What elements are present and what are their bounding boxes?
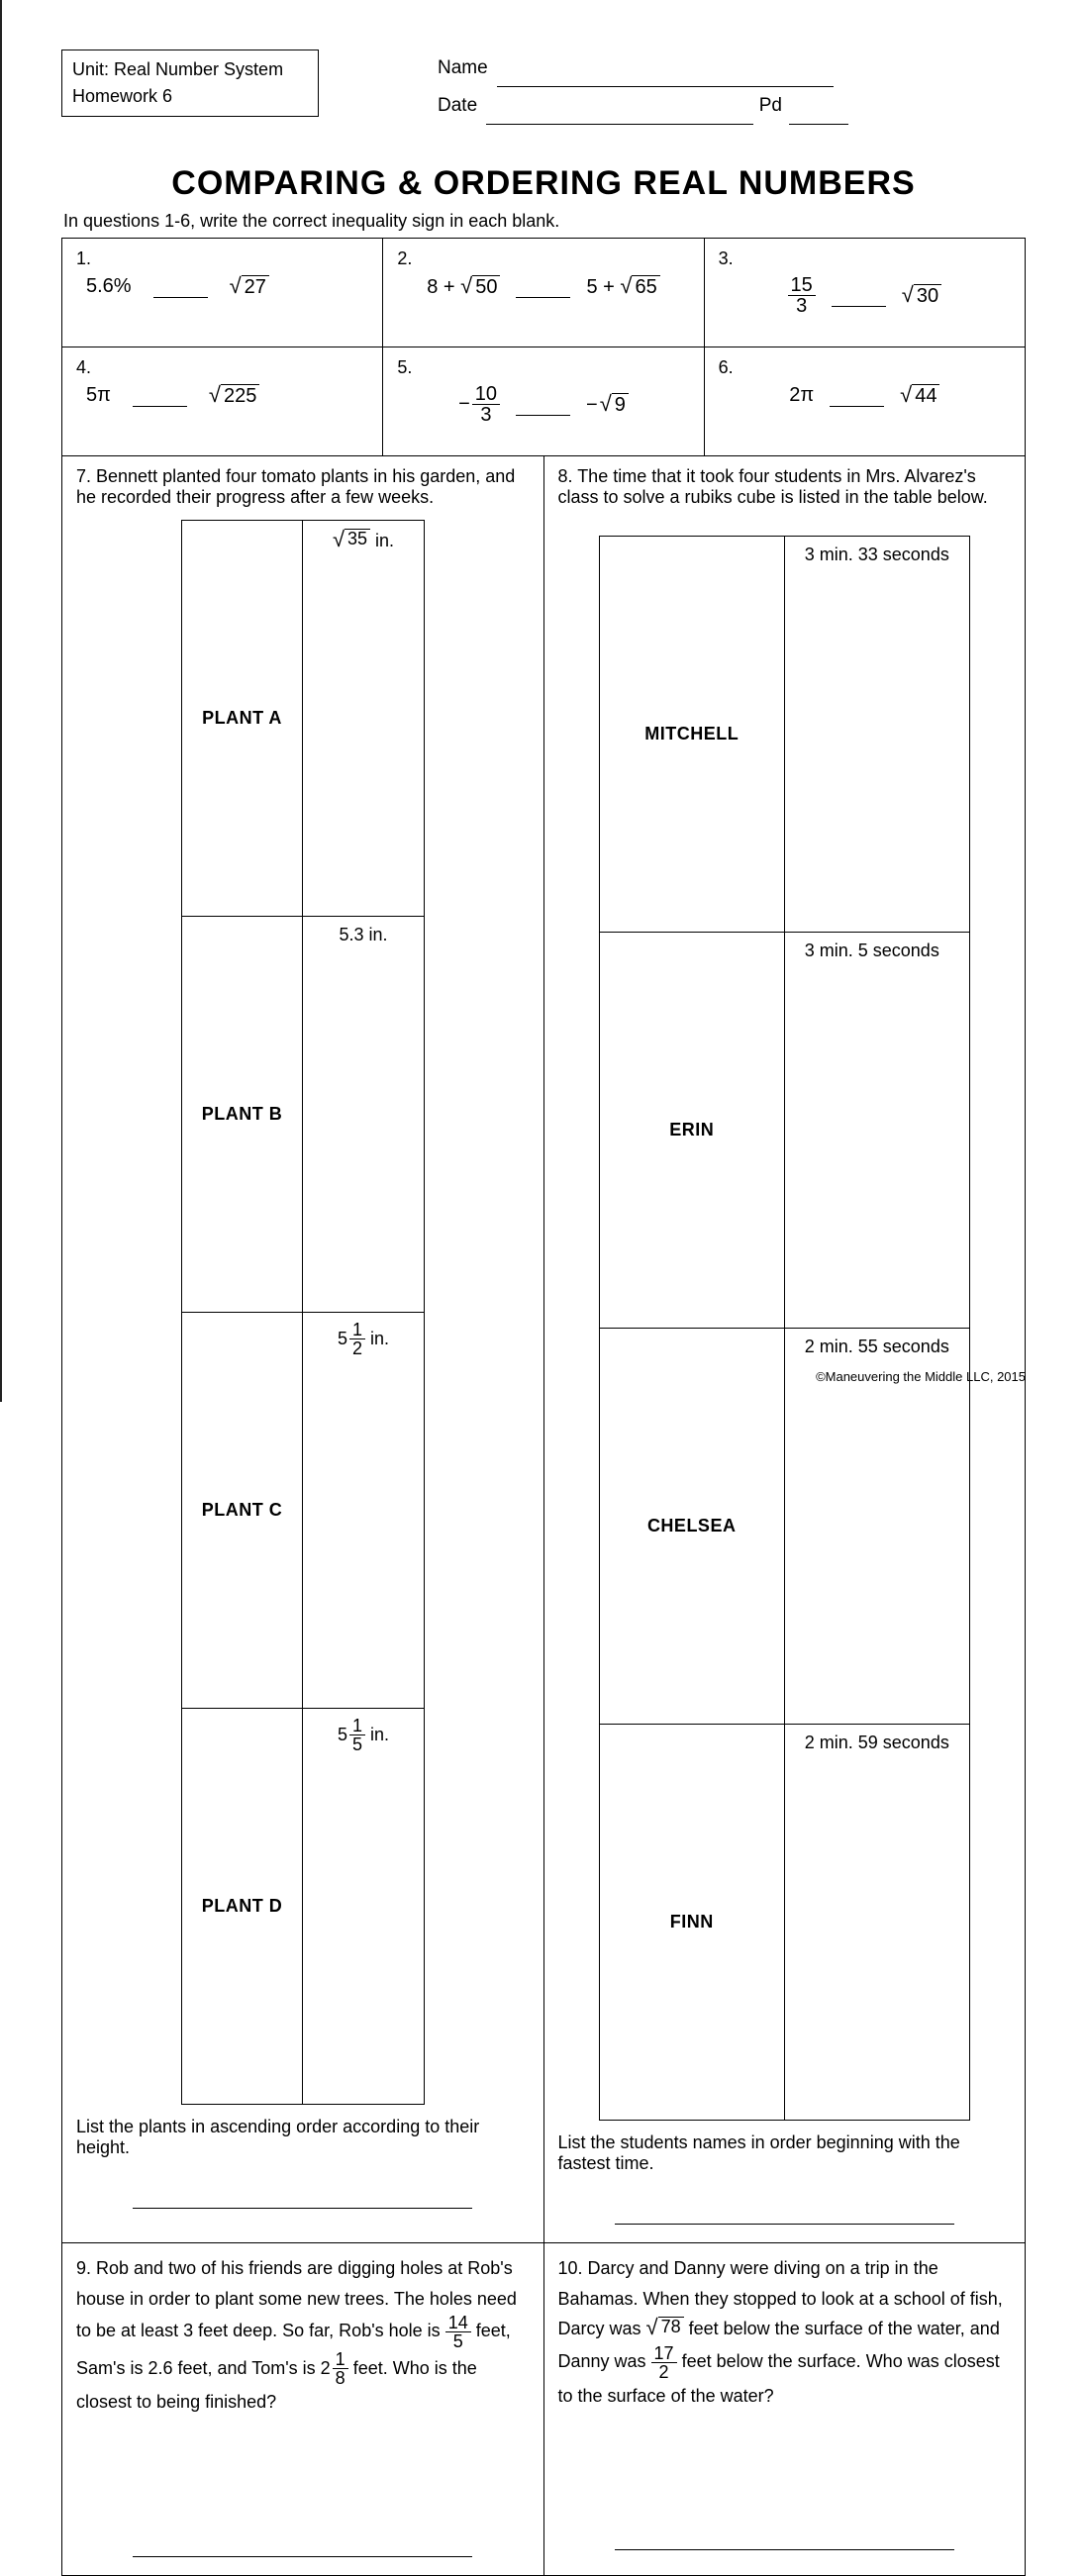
q1-right: √27 [230, 275, 269, 298]
q7-row-value: √35 in. [303, 521, 425, 917]
copyright-footer: ©Maneuvering the Middle LLC, 2015 [816, 1369, 1026, 1384]
q8-row-value: 2 min. 55 seconds [784, 1329, 969, 1725]
worksheet-page: Unit: Real Number System Homework 6 Name… [0, 0, 1085, 1402]
q8-row-value: 2 min. 59 seconds [784, 1725, 969, 2121]
q7-row-value: 515 in. [303, 1709, 425, 2105]
q9-text: 9. Rob and two of his friends are diggin… [76, 2258, 517, 2412]
q8-row-label: ERIN [599, 933, 784, 1329]
q7-row-label: PLANT C [181, 1313, 303, 1709]
q8-text: 8. The time that it took four students i… [558, 466, 988, 507]
cell-q4: 4. 5π √225 [62, 347, 383, 456]
unit-box: Unit: Real Number System Homework 6 [61, 50, 319, 117]
q8-answer-line[interactable] [615, 2224, 954, 2225]
q7-row-value: 5.3 in. [303, 917, 425, 1313]
q5-blank[interactable] [516, 394, 570, 416]
cell-q2: 2. 8 + √50 5 + √65 [383, 239, 704, 347]
q8-row-value: 3 min. 5 seconds [784, 933, 969, 1329]
q7-text: 7. Bennett planted four tomato plants in… [76, 466, 515, 507]
cell-q6: 6. 2π √44 [704, 347, 1025, 456]
name-date-block: Name Date Pd [438, 50, 1026, 125]
q8-table: MITCHELL3 min. 33 secondsERIN3 min. 5 se… [599, 536, 970, 2121]
q7-table: PLANT A√35 in.PLANT B5.3 in.PLANT C512 i… [181, 520, 425, 2105]
unit-line1: Unit: Real Number System [72, 56, 302, 83]
qnum-1: 1. [76, 248, 368, 269]
cell-q8: 8. The time that it took four students i… [543, 456, 1026, 2243]
header-row: Unit: Real Number System Homework 6 Name… [61, 50, 1026, 125]
qnum-6: 6. [719, 357, 1011, 378]
q6-right: √44 [900, 384, 939, 407]
date-blank[interactable] [486, 124, 753, 125]
q3-left: 153 [788, 275, 816, 316]
q9-answer-line[interactable] [133, 2556, 472, 2557]
q3-right: √30 [902, 284, 941, 307]
q5-left: −103 [458, 384, 500, 425]
cell-q9: 9. Rob and two of his friends are diggin… [62, 2243, 544, 2576]
q7-row-label: PLANT B [181, 917, 303, 1313]
qnum-4: 4. [76, 357, 368, 378]
q7-prompt: List the plants in ascending order accor… [76, 2117, 530, 2158]
q1-left: 5.6% [86, 275, 132, 298]
q2-left: 8 + √50 [427, 275, 500, 299]
pd-blank[interactable] [789, 124, 848, 125]
q8-row-label: MITCHELL [599, 537, 784, 933]
page-title: COMPARING & ORDERING REAL NUMBERS [61, 164, 1026, 203]
q4-right: √225 [209, 384, 259, 407]
cell-q3: 3. 153 √30 [704, 239, 1025, 347]
q6-blank[interactable] [830, 385, 884, 407]
q2-blank[interactable] [516, 276, 570, 298]
q8-row-value: 3 min. 33 seconds [784, 537, 969, 933]
q7-row-value: 512 in. [303, 1313, 425, 1709]
q3-blank[interactable] [832, 285, 886, 307]
cell-q5: 5. −103 −√9 [383, 347, 704, 456]
qnum-3: 3. [719, 248, 1011, 269]
cell-q1: 1. 5.6% √27 [62, 239, 383, 347]
q10-answer-line[interactable] [615, 2549, 954, 2550]
q7-row-label: PLANT A [181, 521, 303, 917]
date-label: Date [438, 95, 477, 116]
q4-left: 5π [86, 384, 111, 407]
q5-right: −√9 [586, 393, 629, 417]
q6-left: 2π [789, 384, 814, 407]
unit-line2: Homework 6 [72, 83, 302, 110]
q2-right: 5 + √65 [586, 275, 659, 299]
pd-label: Pd [759, 95, 782, 116]
instructions: In questions 1-6, write the correct ineq… [63, 211, 1026, 232]
q8-row-label: FINN [599, 1725, 784, 2121]
qnum-2: 2. [397, 248, 689, 269]
qnum-5: 5. [397, 357, 689, 378]
q8-prompt: List the students names in order beginni… [558, 2132, 1012, 2174]
q7-answer-line[interactable] [133, 2208, 472, 2209]
name-label: Name [438, 57, 488, 78]
question-grid: 1. 5.6% √27 2. 8 + √50 5 + √65 3. 153 [61, 238, 1026, 456]
q10-text: 10. Darcy and Danny were diving on a tri… [558, 2258, 1003, 2406]
cell-q10: 10. Darcy and Danny were diving on a tri… [543, 2243, 1026, 2576]
q4-blank[interactable] [133, 385, 187, 407]
q8-row-label: CHELSEA [599, 1329, 784, 1725]
q1-blank[interactable] [153, 276, 208, 298]
q7-row-label: PLANT D [181, 1709, 303, 2105]
cell-q7: 7. Bennett planted four tomato plants in… [62, 456, 544, 2243]
